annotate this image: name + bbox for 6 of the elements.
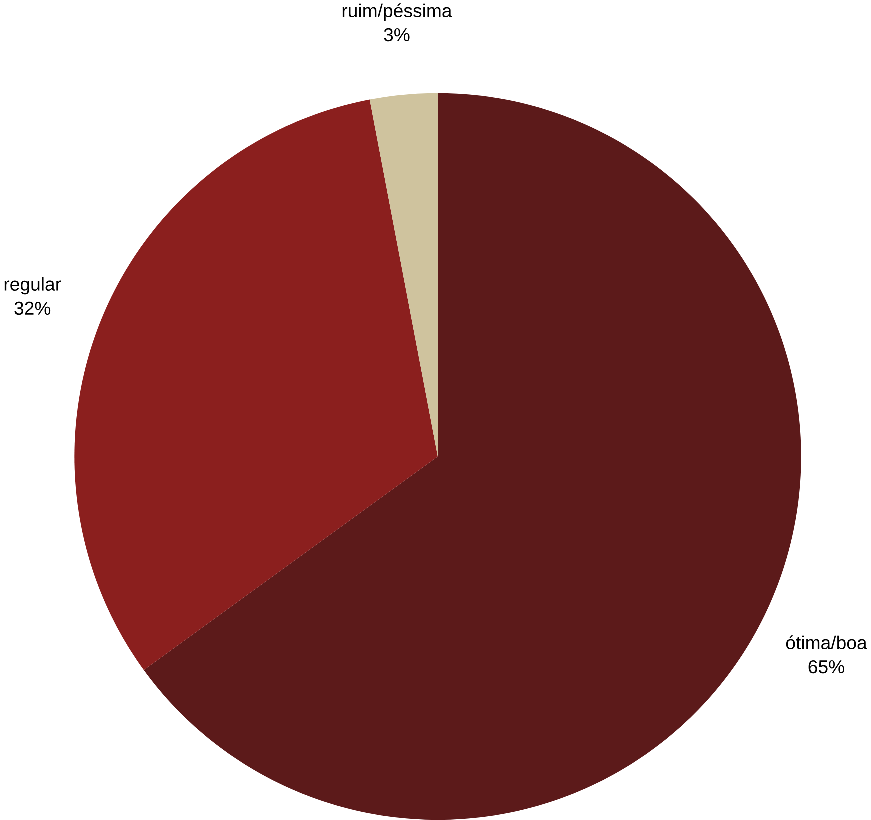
data-label: 3% bbox=[384, 28, 410, 42]
data-label: 65% bbox=[808, 660, 844, 674]
slice-label: ótima/boa bbox=[786, 636, 868, 650]
slice-label: regular bbox=[4, 277, 62, 295]
slice-label: ruim/péssima bbox=[342, 4, 452, 22]
data-label: 32% bbox=[14, 302, 51, 316]
